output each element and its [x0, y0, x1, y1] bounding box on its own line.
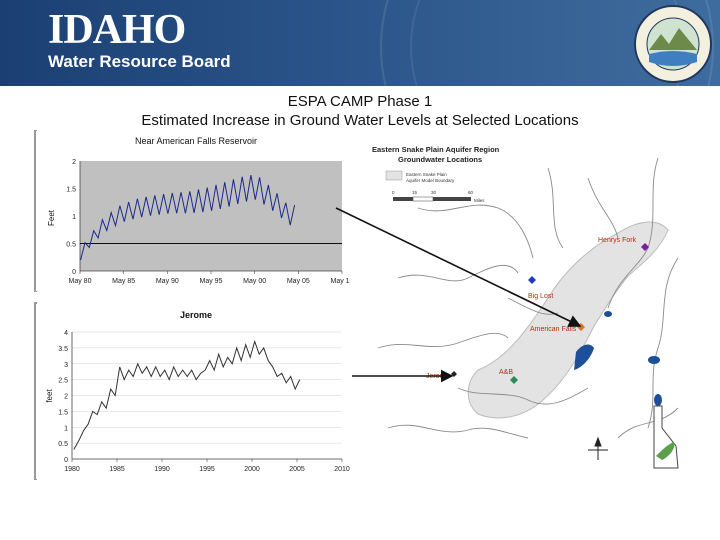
left-accent-bar	[34, 130, 37, 292]
x-tick-label: May 00	[243, 278, 266, 285]
x-tick-label: 2000	[244, 466, 260, 473]
legend-swatch	[385, 170, 403, 181]
x-tick-label: May 80	[69, 278, 92, 285]
slide-title: ESPA CAMP Phase 1	[287, 93, 433, 110]
label-big-lost: Big Lost	[528, 293, 553, 300]
series-line	[80, 175, 296, 261]
north-arrow-icon	[588, 436, 608, 460]
marker-henrys-fork	[641, 243, 649, 251]
x-tick-label: May 90	[156, 278, 179, 285]
x-tick-label: May 10	[331, 278, 350, 285]
x-tick-label: 1980	[64, 466, 80, 473]
plot-area	[80, 161, 342, 271]
logo-title: IDAHO	[48, 7, 186, 53]
x-tick-label: 2005	[289, 466, 305, 473]
scale-bar-segment	[433, 197, 471, 201]
lake	[648, 356, 660, 364]
reservoir	[574, 344, 594, 370]
slide-titles: ESPA CAMP Phase 1 Estimated Increase in …	[0, 92, 720, 130]
scale-unit: Miles	[474, 198, 485, 203]
label-henrys-fork: Henrys Fork	[598, 237, 637, 244]
legend-label-1: Eastern Snake Plain	[406, 172, 447, 177]
chart-american-falls: Near American Falls Reservoir 0 0.5 1 1.5 2 M…	[36, 131, 350, 291]
chart-jerome: Jerome 0 0.5 1 1.5 2 2.5 3 3.5 4 1980 1985 1990 1995…	[36, 304, 350, 479]
y-tick-label: 3.5	[58, 346, 68, 353]
y-tick-label: 1.5	[58, 409, 68, 416]
scale-bar-segment	[412, 196, 434, 202]
label-a-and-b: A&B	[499, 369, 513, 376]
water-board-seal-icon	[634, 5, 712, 83]
y-tick-label: 2	[64, 394, 68, 401]
y-tick-label: 0.5	[58, 441, 68, 448]
marker-a-and-b	[510, 376, 518, 384]
scale-tick-15: 15	[412, 190, 418, 195]
idaho-inset-icon	[653, 405, 679, 469]
chart-title: Jerome	[180, 310, 212, 320]
y-tick-label: 3	[64, 362, 68, 369]
left-accent-bar	[34, 302, 37, 480]
y-tick-label: 4	[64, 330, 68, 337]
header-banner: IDAHO Water Resource Board	[0, 0, 720, 86]
espa-region-map: Eastern Snake Plain Aquifer Region Groun…	[358, 138, 700, 480]
map-title-line2: Groundwater Locations	[398, 155, 482, 164]
legend-label-2: Aquifer Model Boundary	[406, 178, 455, 183]
scale-tick-0: 0	[392, 190, 395, 195]
y-tick-label: 1	[72, 214, 76, 221]
scale-bar-segment	[393, 197, 413, 201]
background-seal-ring	[380, 0, 714, 86]
x-tick-label: May 95	[200, 278, 223, 285]
lake	[604, 311, 612, 317]
y-tick-label: 0	[72, 269, 76, 276]
scale-tick-60: 60	[468, 190, 474, 195]
x-tick-label: 1990	[154, 466, 170, 473]
map-title-line1: Eastern Snake Plain Aquifer Region	[372, 145, 500, 154]
y-tick-label: 2	[72, 159, 76, 166]
x-tick-label: May 05	[287, 278, 310, 285]
series-line	[73, 339, 301, 450]
chart-title: Near American Falls Reservoir	[135, 136, 257, 146]
y-axis-label: feet	[45, 389, 54, 403]
y-tick-label: 0	[64, 457, 68, 464]
lake	[654, 394, 662, 406]
y-tick-label: 1.5	[66, 187, 76, 194]
x-tick-label: 1985	[109, 466, 125, 473]
x-tick-label: 1995	[199, 466, 215, 473]
x-tick-label: 2010	[334, 466, 350, 473]
logo-subtitle: Water Resource Board	[48, 52, 231, 71]
slide-subtitle: Estimated Increase in Ground Water Level…	[141, 112, 579, 129]
y-tick-label: 2.5	[58, 378, 68, 385]
label-jerome: Jerome	[426, 373, 449, 380]
y-axis-label: Feet	[47, 209, 56, 226]
label-american-falls: American Falls	[530, 326, 577, 333]
y-tick-label: 0.5	[66, 242, 76, 249]
y-tick-label: 1	[64, 425, 68, 432]
x-tick-label: May 85	[112, 278, 135, 285]
scale-tick-30: 30	[431, 190, 437, 195]
